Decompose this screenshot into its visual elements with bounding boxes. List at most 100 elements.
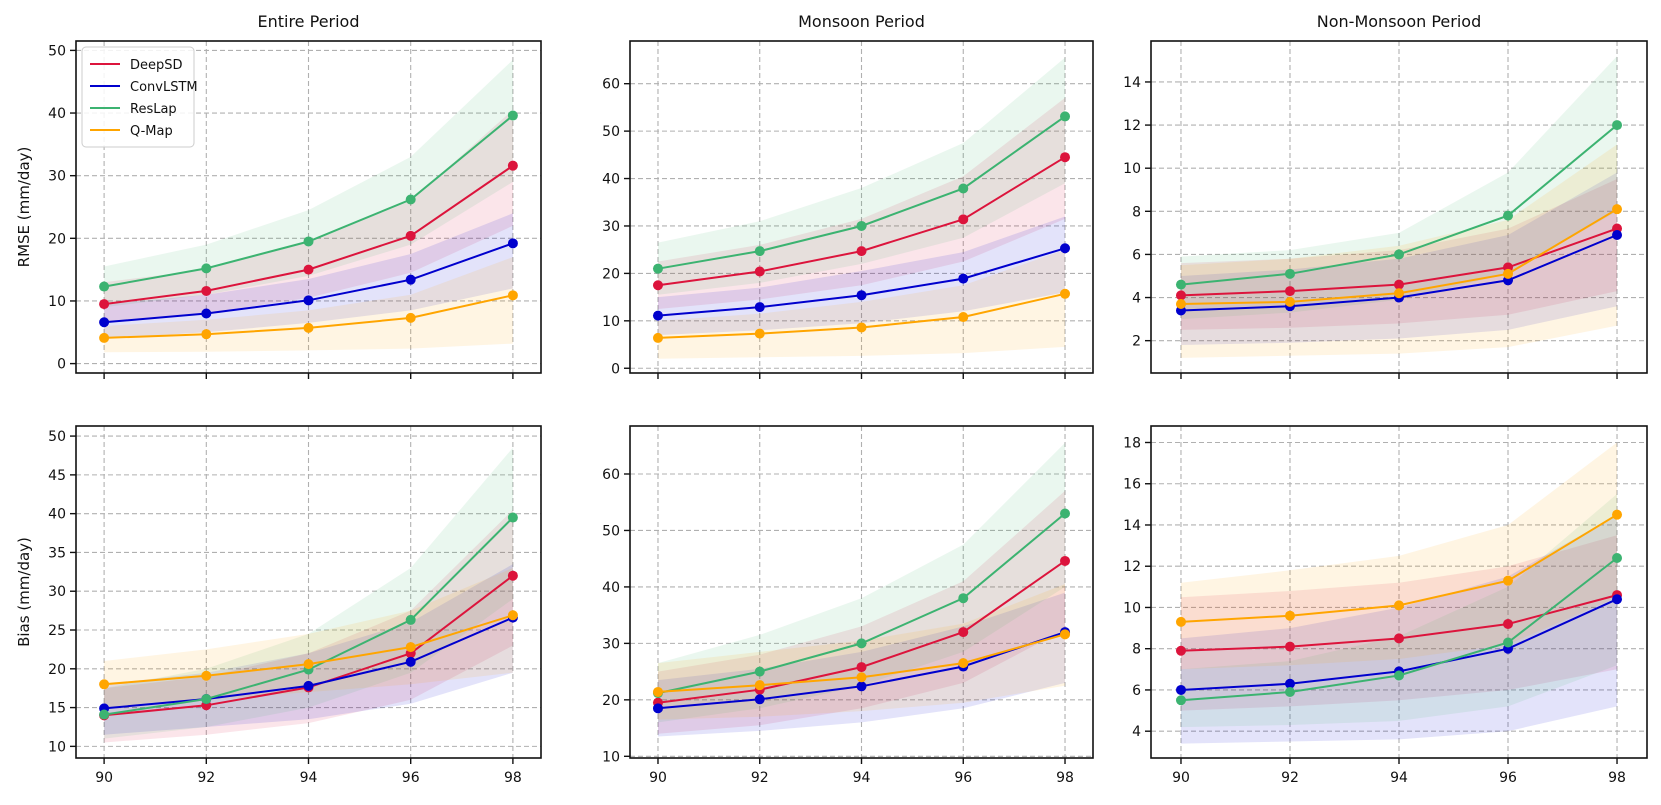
- point-q-map: [652, 332, 663, 343]
- point-reslap: [754, 246, 765, 257]
- y-tick-label: 2: [1132, 334, 1141, 350]
- point-reslap: [652, 263, 663, 274]
- point-reslap: [1284, 268, 1295, 279]
- point-q-map: [201, 329, 212, 340]
- y-tick-label: 10: [48, 294, 66, 310]
- point-convlstm: [507, 238, 518, 249]
- x-tick-label: 94: [300, 770, 318, 786]
- point-reslap: [1503, 637, 1514, 648]
- point-reslap: [1503, 210, 1514, 221]
- y-tick-label: 40: [48, 507, 66, 523]
- x-tick-label: 96: [1499, 770, 1517, 786]
- point-convlstm: [1612, 230, 1623, 241]
- y-tick-label: 50: [48, 43, 66, 59]
- point-q-map: [1612, 204, 1623, 215]
- point-deepsd: [652, 280, 663, 291]
- y-tick-label: 12: [1123, 559, 1141, 575]
- y-tick-label: 50: [48, 429, 66, 445]
- point-deepsd: [958, 214, 969, 225]
- legend-label-q-map: Q-Map: [130, 124, 173, 139]
- x-tick-label: 98: [1056, 770, 1074, 786]
- y-tick-label: 6: [1132, 247, 1141, 263]
- band-reslap: [1181, 56, 1617, 320]
- x-tick-label: 90: [1172, 770, 1190, 786]
- y-tick-label: 10: [48, 739, 66, 755]
- point-q-map: [1503, 268, 1514, 279]
- point-deepsd: [856, 246, 867, 257]
- y-tick-label: 8: [1132, 204, 1141, 220]
- point-reslap: [303, 236, 314, 247]
- y-tick-label: 60: [602, 467, 620, 483]
- point-reslap: [99, 709, 110, 720]
- y-tick-label: 14: [1123, 518, 1141, 534]
- point-convlstm: [652, 703, 663, 714]
- x-tick-label: 94: [853, 770, 871, 786]
- point-deepsd: [507, 570, 518, 581]
- point-reslap: [201, 694, 212, 705]
- band-deepsd: [658, 97, 1065, 310]
- y-tick-label: 40: [602, 172, 620, 188]
- point-q-map: [1175, 299, 1186, 310]
- y-tick-label: 30: [602, 636, 620, 652]
- y-tick-label: 4: [1132, 724, 1141, 740]
- y-tick-label: 20: [602, 693, 620, 709]
- point-deepsd: [201, 285, 212, 296]
- point-q-map: [201, 670, 212, 681]
- point-q-map: [405, 312, 416, 323]
- point-q-map: [303, 659, 314, 670]
- point-convlstm: [754, 302, 765, 313]
- point-deepsd: [1175, 645, 1186, 656]
- point-reslap: [958, 593, 969, 604]
- point-q-map: [405, 642, 416, 653]
- y-tick-label: 50: [602, 124, 620, 140]
- band-reslap: [658, 442, 1065, 723]
- legend: DeepSD ConvLSTM ResLap Q-Map: [81, 46, 198, 148]
- point-reslap: [856, 220, 867, 231]
- point-reslap: [99, 281, 110, 292]
- point-convlstm: [1612, 594, 1623, 605]
- band-reslap: [104, 59, 513, 308]
- point-convlstm: [856, 681, 867, 692]
- point-convlstm: [856, 290, 867, 301]
- y-tick-label: 60: [602, 77, 620, 93]
- legend-label-reslap: ResLap: [130, 102, 177, 117]
- x-tick-label: 92: [751, 770, 769, 786]
- point-q-map: [1284, 610, 1295, 621]
- x-tick-label: 96: [954, 770, 972, 786]
- point-deepsd: [303, 264, 314, 275]
- point-reslap: [856, 638, 867, 649]
- y-tick-label: 4: [1132, 291, 1141, 307]
- point-deepsd: [1060, 555, 1071, 566]
- legend-box: [81, 46, 195, 148]
- panel-3: 2 4 6 8 10 12 14 Non-Monsoon Period: [1123, 12, 1648, 379]
- point-q-map: [1060, 288, 1071, 299]
- point-convlstm: [1060, 243, 1071, 254]
- point-deepsd: [856, 662, 867, 673]
- point-deepsd: [754, 266, 765, 277]
- point-reslap: [507, 512, 518, 523]
- point-convlstm: [958, 273, 969, 284]
- point-deepsd: [1503, 618, 1514, 629]
- panel-title: Monsoon Period: [798, 12, 925, 31]
- y-tick-label: 20: [48, 231, 66, 247]
- y-tick-label: 0: [57, 357, 66, 373]
- point-q-map: [856, 672, 867, 683]
- point-reslap: [405, 614, 416, 625]
- band-convlstm: [104, 564, 513, 735]
- x-tick-label: 92: [1281, 770, 1299, 786]
- point-convlstm: [201, 308, 212, 319]
- point-q-map: [1503, 575, 1514, 586]
- band-reslap: [1181, 494, 1617, 728]
- point-deepsd: [1175, 290, 1186, 301]
- point-deepsd: [958, 627, 969, 638]
- y-tick-label: 40: [48, 106, 66, 122]
- point-convlstm: [303, 295, 314, 306]
- band-convlstm: [104, 213, 513, 339]
- point-q-map: [1060, 629, 1071, 640]
- y-tick-label: 30: [48, 584, 66, 600]
- point-convlstm: [754, 694, 765, 705]
- legend-label-deepsd: DeepSD: [130, 58, 183, 73]
- x-tick-label: 92: [197, 770, 215, 786]
- point-reslap: [754, 666, 765, 677]
